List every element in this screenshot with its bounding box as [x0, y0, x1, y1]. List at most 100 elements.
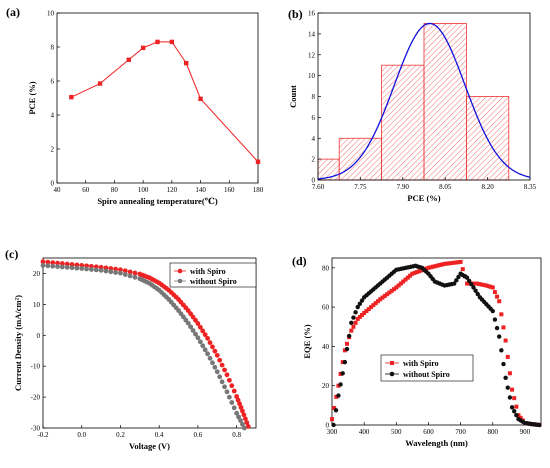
data-point: [195, 335, 201, 341]
data-point: [497, 334, 502, 339]
x-axis-label-a: Spiro annealing temperature(℃): [97, 196, 218, 206]
data-point: [345, 341, 350, 346]
legend-label: without Spiro: [190, 277, 237, 286]
data-point: [444, 261, 449, 266]
data-point: [398, 281, 403, 286]
data-point: [505, 354, 510, 359]
data-point: [89, 267, 94, 272]
data-point: [108, 269, 114, 275]
data-point: [458, 259, 463, 264]
x-tick-label: 800: [488, 428, 499, 436]
histogram-bin: [381, 64, 425, 181]
x-axis-label-c: Voltage (V): [129, 441, 170, 451]
data-point: [132, 274, 138, 280]
data-point: [188, 324, 194, 330]
panel-label-d: (d): [292, 254, 307, 268]
x-tick-label: 7.60: [312, 183, 325, 191]
data-point: [364, 309, 369, 314]
data-point: [84, 266, 89, 272]
data-point: [238, 404, 244, 410]
legend-box: [380, 354, 474, 382]
data-point: [512, 396, 517, 401]
data-point: [140, 45, 146, 51]
data-point: [184, 60, 189, 66]
data-point: [494, 325, 500, 331]
data-point: [471, 285, 476, 290]
x-tick-label: 8.20: [481, 183, 494, 191]
data-point: [234, 410, 240, 416]
data-point: [103, 268, 109, 274]
data-point: [122, 268, 128, 274]
x-tick-label: -0.2: [37, 431, 49, 439]
panel-label-b: (b): [288, 7, 303, 21]
data-point: [484, 283, 489, 288]
data-point: [241, 425, 247, 431]
data-point: [509, 405, 515, 410]
x-axis-label-d: Wavelength (nm): [405, 438, 468, 448]
data-point: [349, 328, 354, 333]
data-point: [241, 412, 247, 418]
x-tick-label: 140: [195, 186, 206, 194]
data-point: [492, 317, 498, 322]
data-point: [229, 383, 235, 389]
data-point: [495, 294, 500, 299]
y-tick-label: 14: [308, 30, 316, 38]
data-point: [477, 282, 482, 287]
y-tick-label: 16: [308, 10, 316, 18]
x-tick-label: 0.0: [77, 431, 86, 439]
y-tick-label: 60: [322, 304, 330, 312]
data-point: [226, 377, 232, 383]
legend-label: without Spiro: [403, 370, 450, 379]
data-point: [237, 401, 242, 407]
data-point: [464, 275, 470, 280]
data-point: [226, 394, 232, 400]
x-tick-label: 100: [138, 186, 149, 194]
data-point: [235, 397, 241, 403]
data-point: [217, 374, 223, 380]
data-point: [127, 269, 133, 275]
data-point: [488, 284, 493, 289]
data-point: [437, 263, 442, 268]
data-point: [122, 272, 128, 277]
y-tick-label: 10: [33, 301, 41, 309]
data-point: [219, 379, 225, 385]
data-point: [59, 264, 65, 270]
x-tick-label: 7.90: [397, 183, 410, 191]
data-point: [419, 268, 424, 273]
y-tick-label: 6: [51, 78, 55, 86]
plot-frame-a: [56, 12, 259, 184]
x-tick-label: 180: [253, 186, 264, 194]
data-point: [490, 285, 495, 290]
data-point: [514, 412, 519, 418]
x-tick-label: 300: [327, 428, 338, 436]
data-point: [210, 360, 215, 366]
series-line: [71, 41, 259, 163]
data-point: [333, 408, 339, 413]
data-point: [389, 288, 394, 293]
data-point: [338, 382, 343, 387]
data-point: [412, 270, 417, 275]
data-point: [451, 260, 456, 265]
data-point: [490, 308, 495, 314]
data-point: [414, 270, 419, 275]
data-point: [351, 315, 356, 320]
data-point: [255, 159, 261, 164]
y-tick-label: -10: [31, 363, 41, 371]
histogram-bin: [338, 137, 383, 181]
data-point: [210, 344, 215, 350]
data-point: [217, 357, 223, 363]
data-point: [424, 266, 429, 271]
data-point: [433, 264, 438, 269]
data-point: [512, 409, 517, 414]
data-point: [336, 383, 341, 388]
normal-fit-curve: [317, 22, 531, 180]
data-point: [338, 371, 343, 376]
data-point: [55, 260, 60, 266]
data-point: [50, 263, 56, 269]
data-point: [392, 287, 397, 292]
data-point: [353, 310, 358, 315]
data-point: [475, 291, 480, 297]
data-point: [378, 297, 383, 302]
panel-label-a: (a): [6, 5, 20, 19]
data-point: [190, 328, 196, 333]
